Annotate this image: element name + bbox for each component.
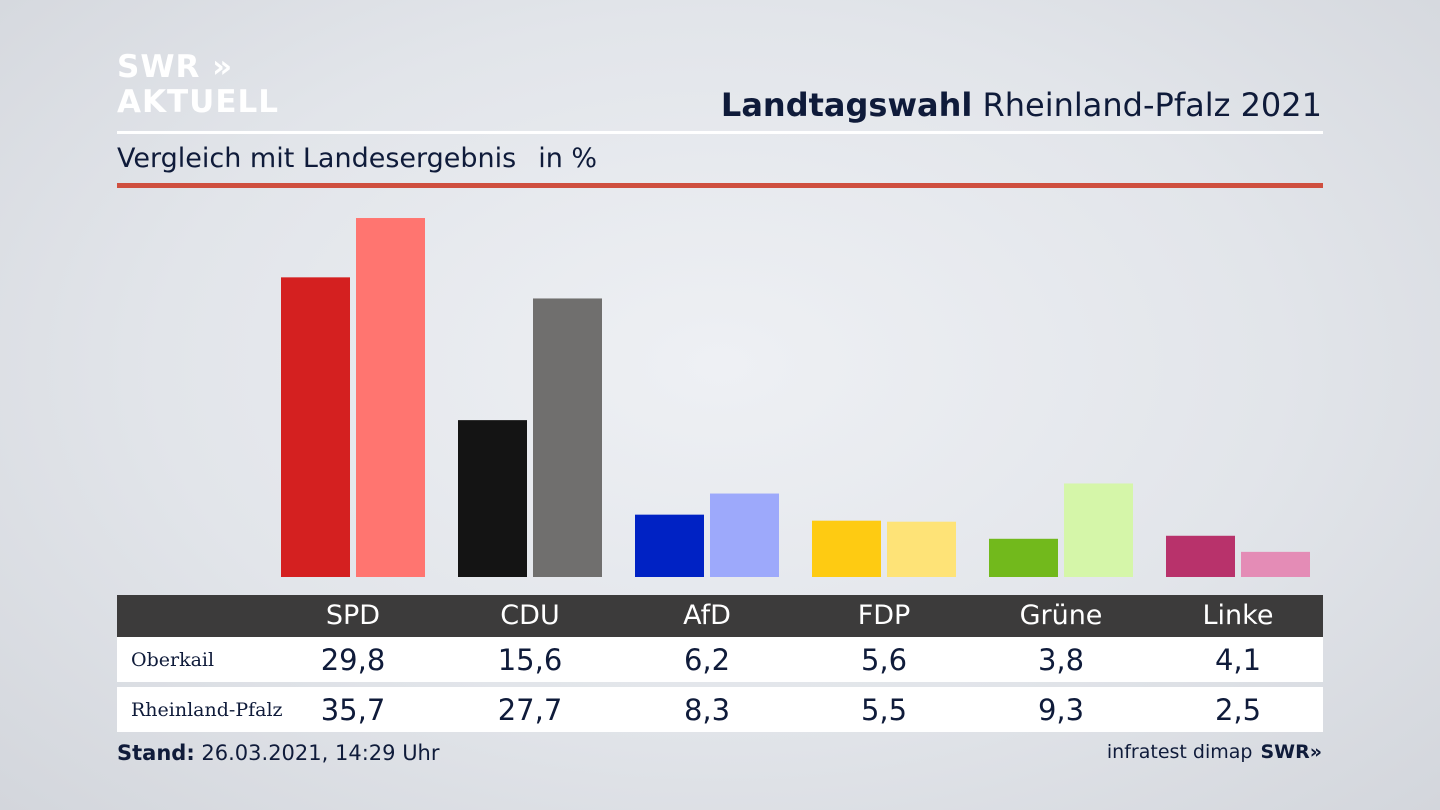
table-cell: 3,8 [1037, 643, 1085, 677]
stand-label: Stand: [117, 741, 195, 765]
title-bold: Landtagswahl [720, 86, 973, 124]
subtitle-text: Vergleich mit Landesergebnis [117, 143, 517, 174]
table-cell: 9,3 [1037, 693, 1085, 727]
bar-grüne-rheinland-pfalz [1064, 483, 1133, 577]
table-cell: 4,1 [1214, 643, 1262, 677]
bar-cdu-rheinland-pfalz [533, 298, 602, 577]
brand-text: SWR» [1260, 741, 1322, 763]
table-cell: 29,8 [320, 643, 386, 677]
column-header-fdp: FDP [857, 600, 911, 631]
table-cell: 8,3 [683, 693, 731, 727]
column-header-cdu: CDU [500, 600, 560, 631]
column-header-afd: AfD [683, 600, 731, 631]
title-rest: Rheinland-Pfalz 2021 [982, 86, 1322, 124]
column-header-linke: Linke [1202, 600, 1274, 631]
table-cell: 2,5 [1214, 693, 1262, 727]
swr-aktuell-logo: SWR » AKTUELL [117, 52, 279, 118]
source-credit: infratest dimap SWR» [1107, 741, 1322, 763]
page-title: Landtagswahl Rheinland-Pfalz 2021 [721, 86, 1322, 124]
table-header-row: SPD CDU AfD FDP Grüne Linke [117, 595, 1323, 637]
table-cell: 5,6 [860, 643, 908, 677]
source-text: infratest dimap [1106, 741, 1253, 763]
bar-afd-oberkail [635, 514, 704, 577]
column-header-spd: SPD [325, 600, 381, 631]
table-cell: 35,7 [320, 693, 386, 727]
logo-line-2: AKTUELL [117, 84, 280, 120]
timestamp: Stand: 26.03.2021, 14:29 Uhr [117, 741, 440, 765]
subtitle-unit: in % [538, 143, 598, 174]
chart-subtitle: Vergleich mit Landesergebnis in % [117, 143, 597, 174]
row-label: Oberkail [131, 649, 215, 671]
table-cell: 6,2 [683, 643, 731, 677]
bar-fdp-oberkail [812, 520, 881, 577]
header-divider [117, 131, 1323, 134]
logo-line-1: SWR » [117, 49, 234, 85]
bar-linke-rheinland-pfalz [1241, 551, 1310, 577]
bar-linke-oberkail [1166, 535, 1235, 577]
column-header-grüne: Grüne [1019, 600, 1103, 631]
table-cell: 15,6 [497, 643, 563, 677]
bar-grüne-oberkail [989, 538, 1058, 577]
bar-afd-rheinland-pfalz [710, 493, 779, 577]
bar-cdu-oberkail [458, 420, 527, 577]
stand-value: 26.03.2021, 14:29 Uhr [201, 741, 440, 765]
results-table: SPD CDU AfD FDP Grüne Linke Oberkail 29,8 15,6… [117, 595, 1323, 732]
row-label: Rheinland-Pfalz [131, 699, 283, 721]
bar-fdp-rheinland-pfalz [887, 521, 956, 577]
table-row: Rheinland-Pfalz 35,7 27,7 8,3 5,5 9,3 2,5 [117, 687, 1323, 732]
bar-spd-oberkail [281, 277, 350, 577]
table-cell: 5,5 [860, 693, 908, 727]
table-row: Oberkail 29,8 15,6 6,2 5,6 3,8 4,1 [117, 637, 1323, 682]
subtitle-divider [117, 183, 1323, 188]
table-cell: 27,7 [497, 693, 563, 727]
bar-spd-rheinland-pfalz [356, 218, 425, 577]
bar-chart [281, 218, 1310, 577]
